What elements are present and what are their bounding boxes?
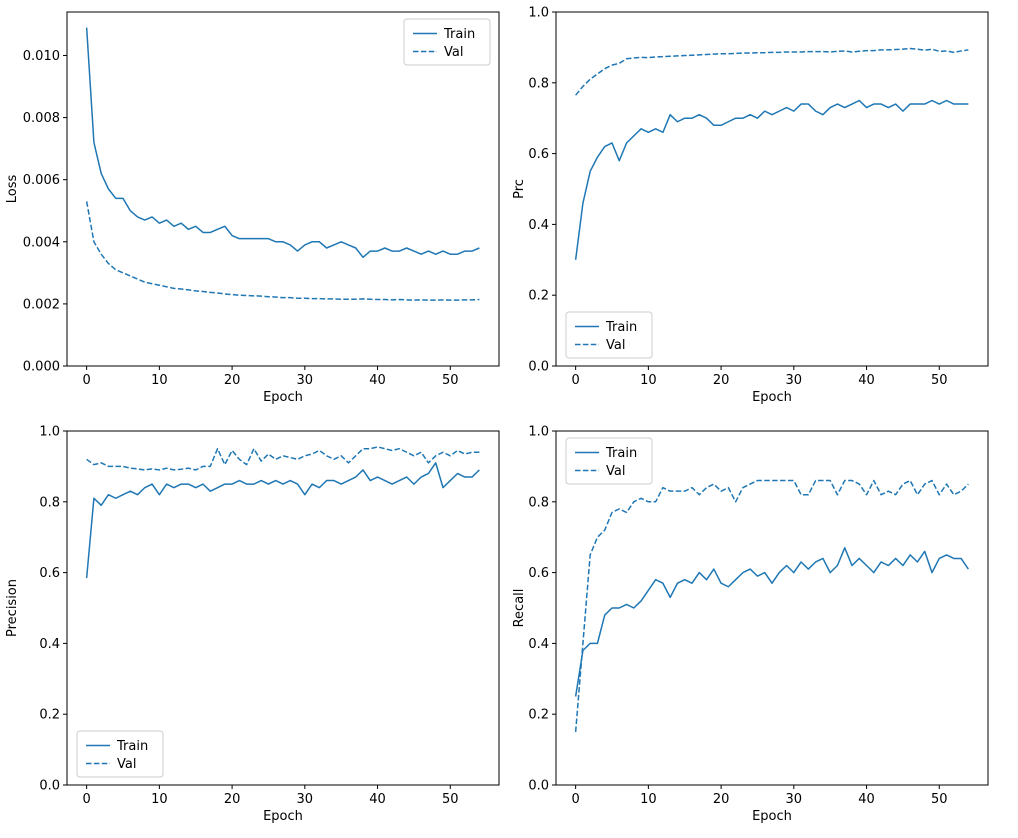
x-tick-label: 20	[224, 792, 241, 807]
x-tick-label: 40	[369, 792, 386, 807]
x-tick-label: 40	[858, 792, 875, 807]
legend-val-label: Val	[606, 338, 625, 353]
y-tick-label: 0.4	[39, 637, 60, 652]
y-tick-label: 0.002	[23, 297, 60, 312]
y-tick-label: 0.8	[528, 495, 549, 510]
legend-box	[565, 311, 653, 359]
legend-val-label: Val	[117, 757, 136, 772]
precision-val-line	[86, 446, 480, 471]
y-tick-label: 0.0	[528, 779, 549, 794]
x-tick-label: 30	[786, 373, 803, 388]
y-tick-label: 0.000	[23, 360, 60, 375]
axes-frame	[555, 11, 989, 367]
x-tick-label: 50	[931, 792, 948, 807]
y-tick-label: 0.4	[528, 218, 549, 233]
y-tick-label: 0.0	[528, 360, 549, 375]
x-tick-label: 50	[442, 373, 459, 388]
x-axis-label: Epoch	[263, 809, 303, 824]
y-tick-label: 0.6	[528, 566, 549, 581]
x-tick-label: 30	[297, 373, 314, 388]
legend-box	[403, 18, 491, 66]
x-tick-label: 30	[297, 792, 314, 807]
prc-train-line	[574, 99, 969, 260]
legend-val-label: Val	[444, 45, 463, 60]
y-tick-label: 0.8	[39, 495, 60, 510]
x-tick-label: 40	[858, 373, 875, 388]
legend-train-label: Train	[605, 320, 637, 335]
y-tick-label: 0.010	[23, 49, 60, 64]
x-tick-label: 0	[571, 373, 579, 388]
y-tick-label: 0.2	[39, 708, 60, 723]
y-tick-label: 1.0	[39, 425, 60, 440]
x-tick-label: 10	[151, 373, 168, 388]
recall-val-line	[574, 479, 969, 732]
recall-train-line	[574, 547, 969, 697]
y-tick-label: 0.2	[528, 289, 549, 304]
precision-chart: 0 10 20 30 40 50 0.0 0.2 0.4 0.6 0.8 1.0 Epoch Precis…	[5, 425, 500, 824]
legend-train-label: Train	[605, 446, 637, 461]
x-tick-label: 20	[224, 373, 241, 388]
y-tick-label: 0.2	[528, 708, 549, 723]
prc-chart: 0 10 20 30 40 50 0.0 0.2 0.4 0.6 0.8 1.0 Epoch Prc Tra…	[512, 6, 989, 405]
x-tick-label: 30	[786, 792, 803, 807]
y-tick-label: 0.0	[39, 779, 60, 794]
loss-chart: 0 10 20 30 40 50 0.000 0.002 0.004 0.006 0.008 0.01…	[5, 11, 500, 405]
y-tick-label: 0.4	[528, 637, 549, 652]
x-tick-label: 20	[713, 373, 730, 388]
y-axis-label: Loss	[5, 175, 20, 204]
y-tick-label: 0.006	[23, 173, 60, 188]
legend-train-label: Train	[116, 739, 148, 754]
legend-val-label: Val	[606, 464, 625, 479]
x-axis-label: Epoch	[263, 390, 303, 405]
y-axis-label: Recall	[512, 589, 527, 628]
loss-train-line	[85, 27, 480, 259]
x-tick-label: 40	[369, 373, 386, 388]
y-tick-label: 0.004	[23, 235, 60, 250]
recall-chart: 0 10 20 30 40 50 0.0 0.2 0.4 0.6 0.8 1.0 Epoch Recall…	[512, 425, 989, 824]
x-tick-label: 50	[442, 792, 459, 807]
x-tick-label: 0	[82, 792, 90, 807]
axes-frame	[66, 430, 500, 786]
y-axis-label: Prc	[512, 179, 527, 199]
x-tick-label: 10	[640, 792, 657, 807]
y-tick-label: 1.0	[528, 425, 549, 440]
precision-train-line	[85, 462, 480, 578]
x-tick-label: 0	[82, 373, 90, 388]
axes-frame	[66, 11, 500, 367]
y-tick-label: 0.6	[39, 566, 60, 581]
x-tick-label: 50	[931, 373, 948, 388]
x-tick-label: 10	[151, 792, 168, 807]
y-tick-label: 0.008	[23, 111, 60, 126]
x-tick-label: 0	[571, 792, 579, 807]
legend-box	[76, 730, 164, 778]
x-tick-label: 20	[713, 792, 730, 807]
y-tick-label: 1.0	[528, 6, 549, 21]
legend-train-label: Train	[443, 27, 475, 42]
y-axis-label: Precision	[5, 579, 20, 637]
x-tick-label: 10	[640, 373, 657, 388]
y-tick-label: 0.6	[528, 147, 549, 162]
legend-box	[565, 437, 653, 485]
y-tick-label: 0.8	[528, 76, 549, 91]
loss-val-line	[85, 201, 480, 301]
x-axis-label: Epoch	[752, 809, 792, 824]
axes-frame	[555, 430, 989, 786]
x-axis-label: Epoch	[752, 390, 792, 405]
prc-val-line	[575, 47, 969, 96]
